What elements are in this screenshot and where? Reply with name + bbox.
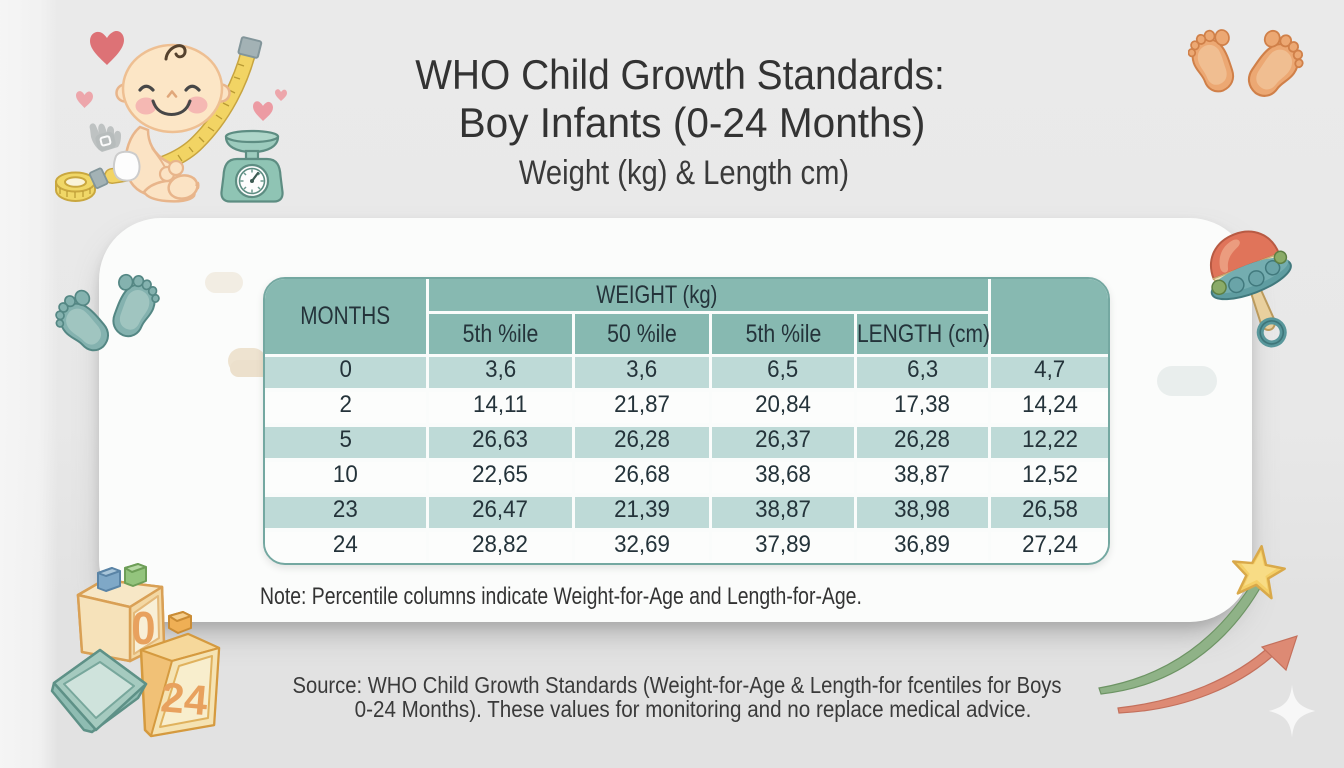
svg-text:24: 24 (159, 673, 210, 724)
